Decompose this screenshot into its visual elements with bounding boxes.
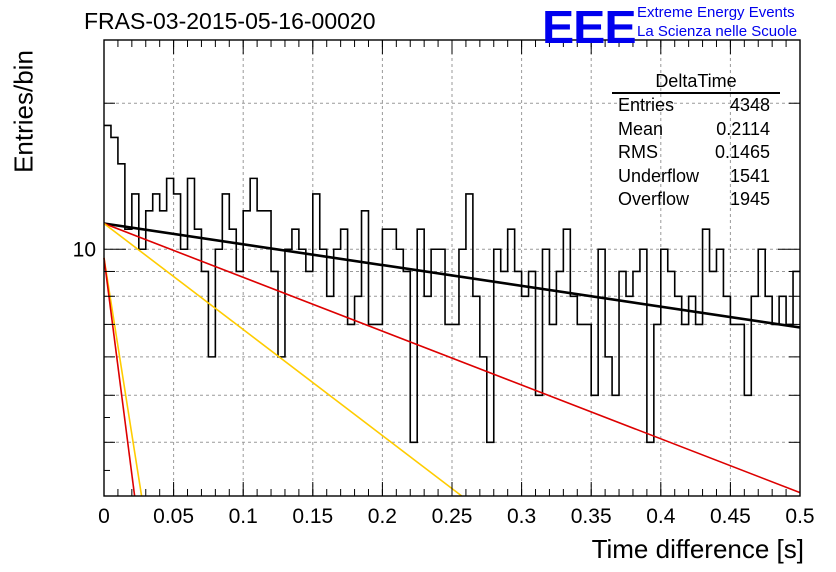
x-tick-label: 0 — [98, 505, 110, 528]
axis-ticks — [103, 40, 801, 496]
x-tick-label: 0.5 — [785, 505, 814, 528]
fit-line-red — [103, 222, 801, 494]
stats-label: RMS — [618, 142, 658, 162]
fit-lines-group — [103, 222, 801, 497]
x-tick-label: 0.15 — [292, 505, 333, 528]
fit-line-yellow — [103, 257, 143, 497]
stats-title: DeltaTime — [612, 70, 780, 94]
x-tick-label: 0.3 — [507, 505, 536, 528]
y-axis-label: Entries/bin — [8, 50, 39, 173]
stats-label: Mean — [618, 118, 664, 139]
stats-value: 0.2114 — [716, 118, 770, 139]
stats-label: Overflow — [618, 189, 690, 209]
stats-box: DeltaTime Entries 4348 Mean 0.2114 RMS 0… — [612, 70, 780, 212]
x-tick-label: 0.25 — [432, 505, 473, 528]
stats-row-mean: Mean 0.2114 — [612, 118, 780, 142]
x-tick-label: 0.4 — [646, 505, 676, 528]
histogram-line — [104, 124, 800, 444]
stats-row-underflow: Underflow 1541 — [612, 165, 780, 189]
y-tick-label: 10 — [73, 238, 96, 261]
fit-line-black — [103, 222, 801, 329]
x-axis-label: Time difference [s] — [591, 534, 804, 564]
stats-row-rms: RMS 0.1465 — [612, 141, 780, 165]
x-tick-label: 0.05 — [153, 505, 194, 528]
stats-value: 4348 — [729, 95, 770, 115]
x-tick-label: 0.45 — [710, 505, 751, 528]
stats-row-overflow: Overflow 1945 — [612, 188, 780, 212]
stats-value: 0.1465 — [714, 142, 770, 162]
fit-line-red — [103, 257, 136, 497]
stats-row-entries: Entries 4348 — [612, 94, 780, 118]
x-tick-label: 0.1 — [229, 505, 258, 528]
x-tick-label: 0.35 — [571, 505, 612, 528]
x-tick-label: 0.2 — [368, 505, 397, 528]
fit-line-yellow — [103, 222, 463, 497]
stats-label: Underflow — [618, 165, 700, 186]
stats-label: Entries — [618, 95, 675, 115]
stats-value: 1541 — [729, 165, 770, 186]
histogram-group — [104, 124, 800, 444]
logo-subtitle-line2: La Scienza nelle Scuole — [637, 23, 798, 40]
chart-title: FRAS-03-2015-05-16-00020 — [84, 8, 376, 34]
stats-value: 1945 — [729, 189, 770, 209]
tick-labels: 0 0.05 0.1 0.15 0.2 0.25 0.3 0.35 0.4 0.45 0.5 10 — [73, 238, 815, 528]
logo-subtitle-line1: Extreme Energy Events — [637, 4, 795, 21]
eee-logo: EEE — [542, 1, 637, 53]
